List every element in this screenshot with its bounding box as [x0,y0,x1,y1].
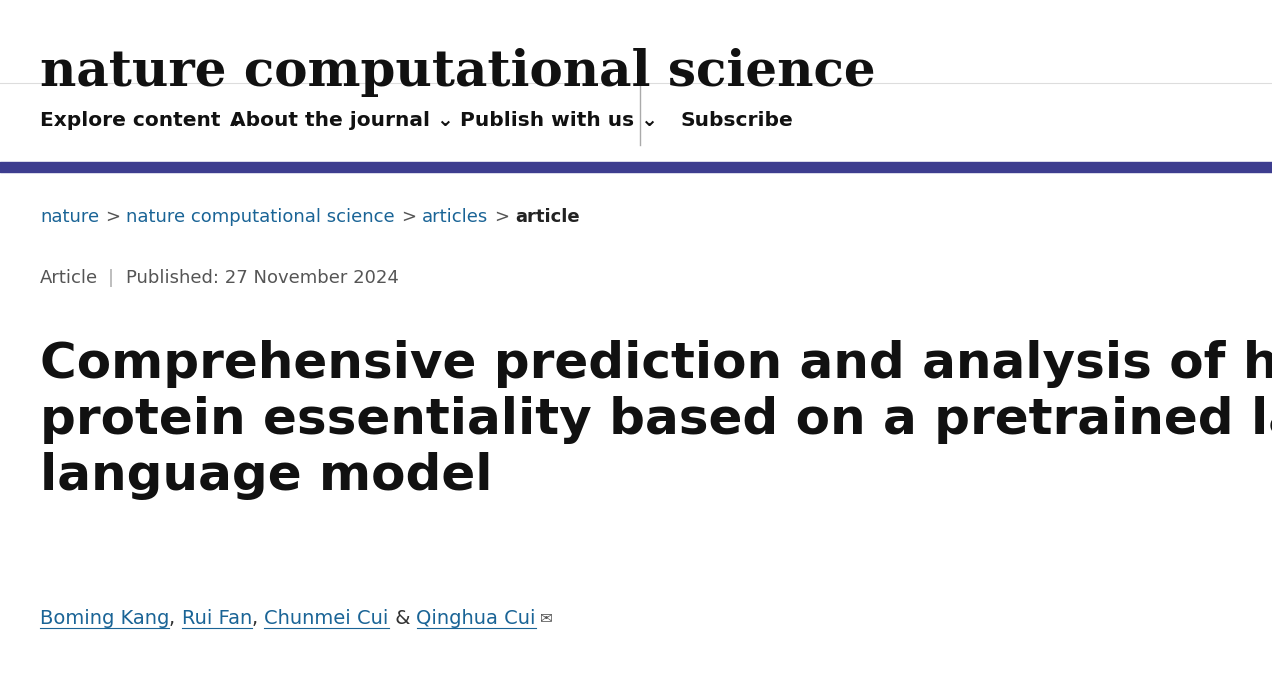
Text: nature: nature [39,208,99,226]
Text: Article: Article [39,269,98,287]
Text: ,: , [252,609,265,627]
Text: article: article [515,208,580,226]
Text: About the journal ⌄: About the journal ⌄ [230,111,454,131]
Text: Published: 27 November 2024: Published: 27 November 2024 [126,269,399,287]
Text: Publish with us ⌄: Publish with us ⌄ [460,111,658,131]
Text: protein essentiality based on a pretrained large: protein essentiality based on a pretrain… [39,396,1272,444]
Text: &: & [389,609,416,627]
Text: Comprehensive prediction and analysis of human: Comprehensive prediction and analysis of… [39,340,1272,388]
Text: ✉: ✉ [541,611,553,625]
Text: >: > [106,208,120,226]
Text: language model: language model [39,452,492,500]
Text: >: > [494,208,509,226]
Text: |: | [108,269,114,287]
Text: Boming Kang: Boming Kang [39,609,169,627]
Text: Qinghua Cui: Qinghua Cui [416,609,536,627]
Text: Explore content ⌄: Explore content ⌄ [39,111,244,131]
Text: Subscribe: Subscribe [681,111,792,131]
Text: >: > [401,208,416,226]
Text: articles: articles [422,208,488,226]
Text: ,: , [169,609,182,627]
Text: nature computational science: nature computational science [126,208,394,226]
Text: Chunmei Cui: Chunmei Cui [265,609,389,627]
Text: nature computational science: nature computational science [39,48,875,97]
Text: Rui Fan: Rui Fan [182,609,252,627]
